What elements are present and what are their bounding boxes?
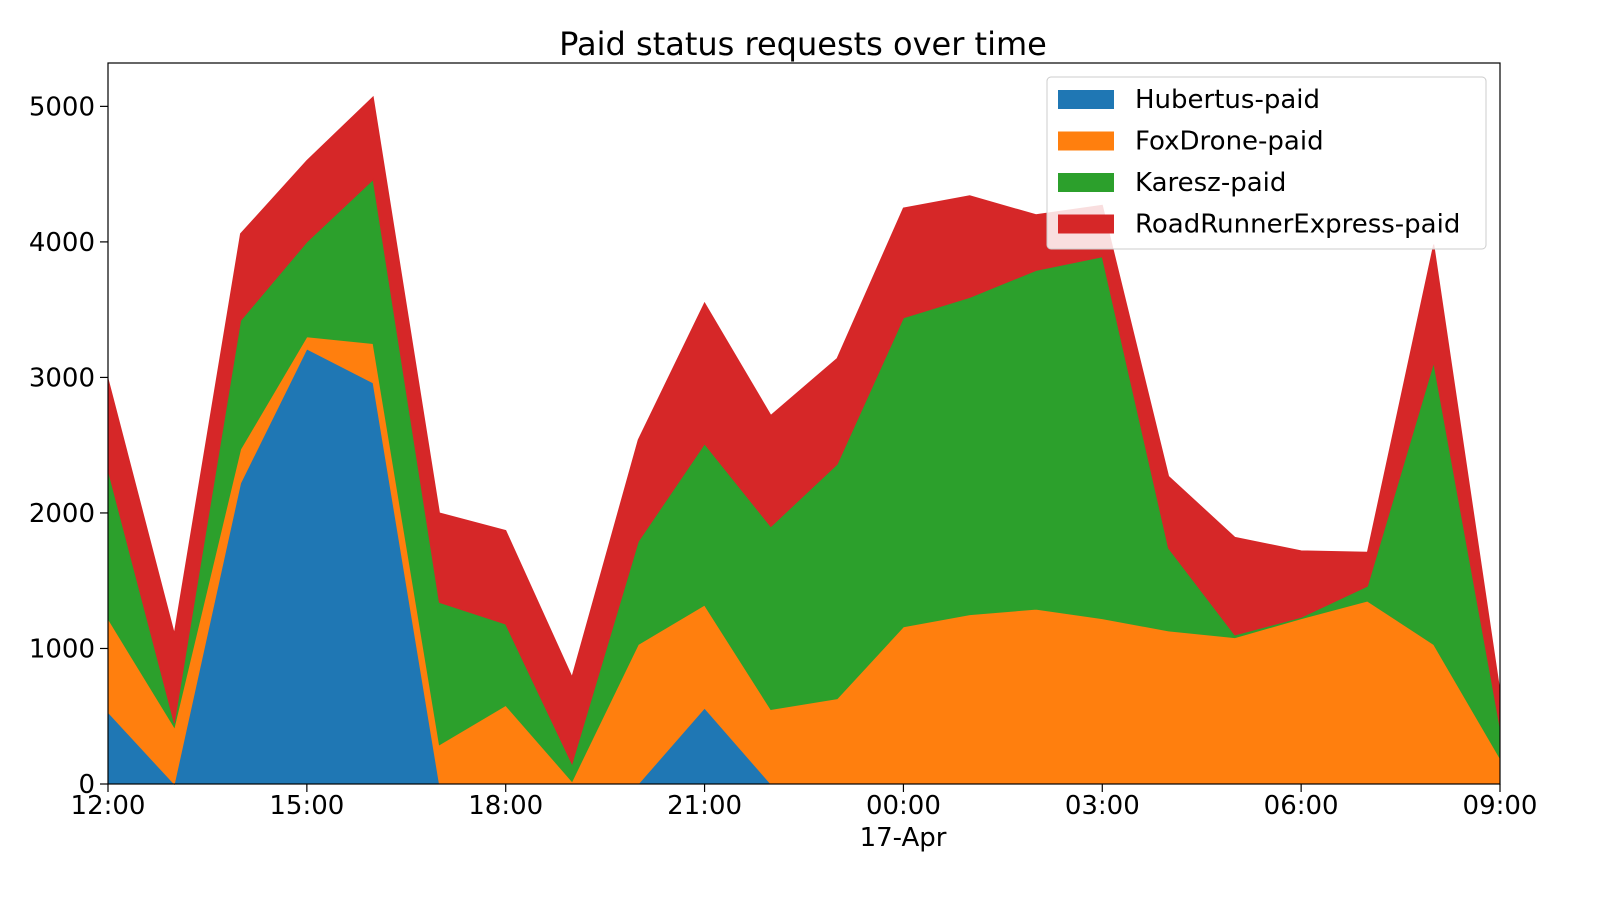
y-tick-label: 3000 bbox=[29, 363, 95, 393]
legend-box bbox=[1046, 76, 1487, 250]
x-tick-label: 12:00 bbox=[71, 791, 146, 821]
legend-swatch bbox=[1058, 90, 1114, 109]
y-tick-label: 0 bbox=[78, 770, 95, 800]
y-tick-label: 4000 bbox=[29, 228, 95, 258]
x-tick-label: 09:00 bbox=[1463, 791, 1538, 821]
x-axis-date-label: 17-Apr bbox=[860, 823, 947, 853]
x-tick-label: 03:00 bbox=[1065, 791, 1140, 821]
x-axis: 12:00 15:00 18:00 21:00 00:00 03:00 06:00 09:00 bbox=[71, 784, 1538, 821]
y-tick-label: 5000 bbox=[29, 92, 95, 122]
legend-swatch bbox=[1058, 173, 1114, 192]
legend-swatch bbox=[1058, 131, 1114, 151]
y-tick-label: 1000 bbox=[29, 634, 95, 664]
chart-title: Paid status requests over time bbox=[559, 25, 1047, 63]
x-tick-label: 15:00 bbox=[269, 791, 344, 821]
legend-label: Hubertus-paid bbox=[1135, 85, 1320, 115]
legend-swatch bbox=[1058, 214, 1114, 234]
x-tick-label: 06:00 bbox=[1264, 791, 1339, 821]
y-axis: 0 1000 2000 3000 4000 5000 bbox=[29, 92, 108, 800]
x-tick-label: 00:00 bbox=[866, 791, 941, 821]
x-tick-label: 18:00 bbox=[468, 791, 543, 821]
y-tick-label: 2000 bbox=[29, 499, 95, 529]
plot-frame bbox=[107, 62, 1501, 785]
legend-label: Karesz-paid bbox=[1135, 168, 1286, 198]
legend-label: RoadRunnerExpress-paid bbox=[1135, 210, 1460, 240]
x-tick-label: 21:00 bbox=[667, 791, 742, 821]
legend-label: FoxDrone-paid bbox=[1135, 127, 1324, 157]
legend: Hubertus-paid FoxDrone-paid Karesz-paid Roa… bbox=[1046, 76, 1487, 250]
